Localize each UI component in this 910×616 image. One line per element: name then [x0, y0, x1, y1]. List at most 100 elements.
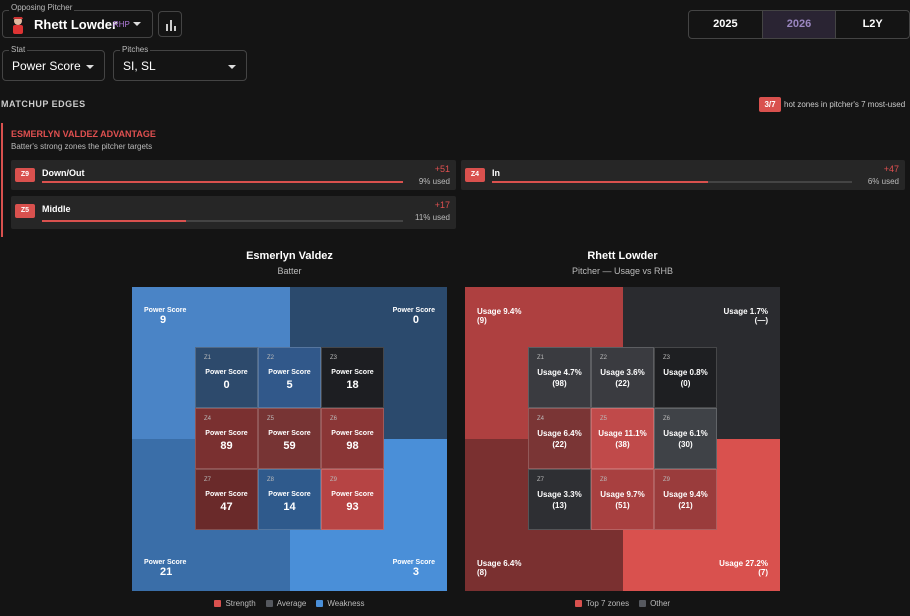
legend-swatch — [214, 600, 222, 607]
legend-label: Strength — [225, 599, 256, 608]
zone-id: Z2 — [600, 355, 608, 361]
season-option[interactable]: L2Y — [835, 11, 909, 38]
zone-value: (51) — [615, 501, 630, 510]
outer-text: Power Score 0 — [393, 307, 435, 326]
legend-swatch — [639, 600, 647, 607]
zone-cell: Z3 Power Score 18 — [321, 347, 384, 408]
zone-cell: Z2 Power Score 5 — [258, 347, 321, 408]
zone-value: 98 — [346, 440, 359, 452]
advantage-subtitle: Batter's strong zones the pitcher target… — [11, 142, 153, 151]
chart-subtitle: Pitcher — Usage vs RHB — [571, 266, 674, 276]
edge-track — [42, 181, 403, 183]
zone-value: (22) — [615, 379, 630, 388]
legend: Strength Average Weakness — [132, 599, 447, 608]
season-option[interactable]: 2025 — [713, 18, 738, 30]
outer-value: 3 — [412, 566, 419, 578]
zone-id: Z3 — [663, 355, 671, 361]
zone-cell: Z5 Power Score 59 — [258, 408, 321, 469]
edge-delta: +51 — [434, 164, 450, 174]
edge-usage: 6% used — [867, 177, 899, 186]
zone-label: Usage 4.7% — [537, 368, 582, 377]
zone-cell: Z6 Usage 6.1% (30) — [654, 408, 717, 469]
edge-bar — [42, 220, 187, 222]
zone-value: (0) — [680, 379, 691, 388]
outer-label: Usage 1.7% — [723, 307, 768, 316]
chart-title: Rhett Lowder — [587, 250, 658, 262]
zone-id: Z4 — [204, 416, 212, 422]
chevron — [228, 65, 236, 69]
zone-value: 93 — [346, 501, 359, 513]
edge-bar — [492, 181, 708, 183]
zone-label: Power Score — [205, 491, 248, 498]
legend: Top 7 zones Other — [465, 599, 780, 608]
zone-chart: Usage 9.4% (9) Usage 1.7% (—) Usage 6.4% (8) U… — [465, 287, 780, 591]
outer-text: Power Score 3 — [393, 559, 435, 578]
zone-label: Power Score — [331, 369, 374, 376]
zone-badge: Z9 — [15, 168, 35, 182]
zone-cell: Z8 Power Score 14 — [258, 469, 321, 530]
zone-label: Usage 9.7% — [600, 490, 645, 499]
outer-value: (—) — [754, 316, 768, 325]
zone-cell: Z4 Power Score 89 — [195, 408, 258, 469]
outer-label: Usage 9.4% — [477, 307, 522, 316]
legend-swatch — [316, 600, 324, 607]
outer-text: Usage 27.2% (7) — [719, 559, 768, 577]
outer-text: Power Score 21 — [144, 559, 186, 578]
zone-label: Usage 3.3% — [537, 490, 582, 499]
zone-id: Z1 — [204, 355, 212, 361]
zone-id: Z1 — [537, 355, 545, 361]
zone-label: Usage 3.6% — [600, 368, 645, 377]
zone-value: (22) — [552, 440, 567, 449]
zone-label: Usage 11.1% — [598, 429, 647, 438]
pitcher-dropdown[interactable]: Rhett Lowder RHP — [2, 10, 153, 38]
edge-label: Down/Out — [42, 168, 85, 178]
edge-delta: +17 — [434, 200, 450, 210]
chevron — [133, 22, 141, 26]
zone-cell: Z5 Usage 11.1% (38) — [591, 408, 654, 469]
filter-dropdown[interactable]: SI, SL — [113, 50, 247, 81]
zone-value: 59 — [283, 440, 296, 452]
zone-cell: Z3 Usage 0.8% (0) — [654, 347, 717, 408]
zone-id: Z8 — [267, 477, 275, 483]
legend-label: Other — [650, 599, 671, 608]
outer-value: (7) — [758, 568, 768, 577]
filter-dropdown[interactable]: Power Score — [2, 50, 105, 81]
outer-value: (8) — [477, 568, 487, 577]
season-option[interactable]: 2026 — [761, 11, 836, 38]
outer-text: Usage 6.4% (8) — [477, 559, 521, 577]
edge-label: In — [492, 168, 500, 178]
zone-id: Z5 — [267, 416, 275, 422]
chart-subtitle: Batter — [277, 266, 302, 276]
zone-id: Z8 — [600, 477, 608, 483]
pitcher-label: Opposing Pitcher — [9, 3, 75, 12]
chart-button[interactable] — [158, 11, 182, 37]
zone-cell: Z9 Power Score 93 — [321, 469, 384, 530]
zone-cell: Z1 Power Score 0 — [195, 347, 258, 408]
avatar — [13, 17, 23, 34]
outer-label: Power Score — [392, 307, 435, 314]
legend-label: Top 7 zones — [585, 599, 630, 608]
advantage-title: ESMERLYN VALDEZ ADVANTAGE — [11, 129, 156, 139]
filter-value: Power Score — [12, 59, 81, 73]
zone-value: 5 — [286, 379, 293, 391]
edge-item: Z9 Down/Out +51 9% used — [11, 160, 456, 190]
advantage-panel: ESMERLYN VALDEZ ADVANTAGE Batter's stron… — [1, 123, 460, 237]
edge-usage: 9% used — [418, 177, 450, 186]
filter-label: Pitches — [120, 45, 151, 54]
edge-label: Middle — [42, 204, 71, 214]
legend-swatch — [574, 600, 582, 607]
pitcher-hand: RHP — [113, 20, 130, 29]
outer-label: Usage 6.4% — [477, 559, 522, 568]
zone-badge: Z5 — [15, 204, 35, 218]
zone-value: 89 — [220, 440, 233, 452]
outer-text: Usage 9.4% (9) — [477, 307, 521, 325]
outer-label: Power Score — [392, 559, 435, 566]
zone-label: Power Score — [268, 491, 311, 498]
legend-label: Average — [276, 599, 307, 608]
legend-item: Average — [265, 599, 307, 608]
zone-value: 47 — [220, 501, 233, 513]
zone-label: Usage 6.4% — [537, 429, 582, 438]
zone-id: Z4 — [537, 416, 545, 422]
outer-label: Usage 27.2% — [719, 559, 768, 568]
